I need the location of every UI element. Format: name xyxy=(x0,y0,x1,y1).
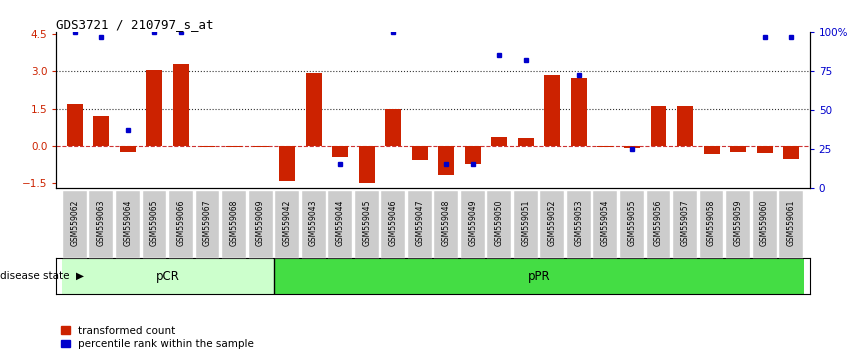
Text: GSM559069: GSM559069 xyxy=(256,200,265,246)
FancyBboxPatch shape xyxy=(753,191,777,258)
Text: disease state  ▶: disease state ▶ xyxy=(0,271,84,281)
FancyBboxPatch shape xyxy=(116,191,139,258)
Text: GSM559065: GSM559065 xyxy=(150,200,159,246)
Text: GSM559067: GSM559067 xyxy=(203,200,212,246)
Bar xyxy=(783,145,799,159)
Bar xyxy=(571,78,587,145)
FancyBboxPatch shape xyxy=(435,191,458,258)
FancyBboxPatch shape xyxy=(63,191,87,258)
Text: GSM559051: GSM559051 xyxy=(521,200,530,246)
Text: GSM559043: GSM559043 xyxy=(309,200,318,246)
Text: pCR: pCR xyxy=(156,270,179,282)
Bar xyxy=(757,145,772,153)
FancyBboxPatch shape xyxy=(381,191,405,258)
FancyBboxPatch shape xyxy=(355,191,378,258)
Text: GSM559066: GSM559066 xyxy=(177,200,185,246)
FancyBboxPatch shape xyxy=(514,191,538,258)
Text: GSM559048: GSM559048 xyxy=(442,200,451,246)
Bar xyxy=(173,64,189,145)
Bar xyxy=(67,104,83,145)
FancyBboxPatch shape xyxy=(620,191,644,258)
Bar xyxy=(306,73,321,145)
Text: GSM559042: GSM559042 xyxy=(282,200,292,246)
Text: GSM559059: GSM559059 xyxy=(734,200,742,246)
FancyBboxPatch shape xyxy=(647,191,670,258)
FancyBboxPatch shape xyxy=(408,191,431,258)
FancyBboxPatch shape xyxy=(488,191,511,258)
FancyBboxPatch shape xyxy=(461,191,485,258)
Bar xyxy=(465,145,481,164)
Text: pPR: pPR xyxy=(527,270,551,282)
FancyBboxPatch shape xyxy=(540,191,565,258)
Bar xyxy=(438,145,455,175)
FancyBboxPatch shape xyxy=(328,191,352,258)
Bar xyxy=(274,258,805,294)
Bar xyxy=(730,145,746,152)
Legend: transformed count, percentile rank within the sample: transformed count, percentile rank withi… xyxy=(61,326,254,349)
Bar xyxy=(226,145,242,147)
FancyBboxPatch shape xyxy=(249,191,273,258)
FancyBboxPatch shape xyxy=(673,191,697,258)
Bar xyxy=(61,258,274,294)
FancyBboxPatch shape xyxy=(779,191,803,258)
Text: GSM559044: GSM559044 xyxy=(336,200,345,246)
Text: GSM559061: GSM559061 xyxy=(786,200,796,246)
Bar xyxy=(411,145,428,160)
Bar xyxy=(491,137,507,145)
FancyBboxPatch shape xyxy=(700,191,723,258)
Text: GSM559054: GSM559054 xyxy=(601,200,610,246)
FancyBboxPatch shape xyxy=(275,191,299,258)
FancyBboxPatch shape xyxy=(567,191,591,258)
Text: GSM559060: GSM559060 xyxy=(760,200,769,246)
Bar xyxy=(598,145,613,147)
Bar xyxy=(279,145,295,182)
Text: GSM559053: GSM559053 xyxy=(574,200,584,246)
Bar xyxy=(518,138,533,145)
Bar xyxy=(94,116,109,145)
Text: GSM559057: GSM559057 xyxy=(681,200,689,246)
Text: GSM559047: GSM559047 xyxy=(415,200,424,246)
Text: GSM559064: GSM559064 xyxy=(124,200,132,246)
Bar xyxy=(677,106,693,145)
Bar xyxy=(333,145,348,157)
FancyBboxPatch shape xyxy=(169,191,193,258)
FancyBboxPatch shape xyxy=(593,191,617,258)
Text: GSM559049: GSM559049 xyxy=(469,200,477,246)
Bar xyxy=(199,145,216,147)
Bar xyxy=(120,145,136,152)
FancyBboxPatch shape xyxy=(196,191,219,258)
Bar xyxy=(385,109,401,145)
FancyBboxPatch shape xyxy=(89,191,113,258)
Bar xyxy=(545,75,560,145)
Bar xyxy=(359,145,375,183)
Text: GSM559068: GSM559068 xyxy=(229,200,238,246)
Text: GSM559056: GSM559056 xyxy=(654,200,663,246)
FancyBboxPatch shape xyxy=(727,191,750,258)
FancyBboxPatch shape xyxy=(222,191,246,258)
Text: GSM559046: GSM559046 xyxy=(389,200,397,246)
FancyBboxPatch shape xyxy=(301,191,326,258)
Text: GSM559045: GSM559045 xyxy=(362,200,372,246)
Text: GSM559055: GSM559055 xyxy=(628,200,637,246)
Bar xyxy=(146,70,163,145)
Text: GSM559062: GSM559062 xyxy=(70,200,80,246)
Text: GSM559063: GSM559063 xyxy=(97,200,106,246)
Bar xyxy=(650,106,667,145)
Bar xyxy=(624,145,640,148)
Bar xyxy=(253,145,268,147)
Text: GSM559058: GSM559058 xyxy=(707,200,716,246)
Text: GSM559050: GSM559050 xyxy=(494,200,504,246)
Text: GSM559052: GSM559052 xyxy=(548,200,557,246)
Bar xyxy=(703,145,720,154)
Text: GDS3721 / 210797_s_at: GDS3721 / 210797_s_at xyxy=(56,18,214,31)
FancyBboxPatch shape xyxy=(143,191,166,258)
